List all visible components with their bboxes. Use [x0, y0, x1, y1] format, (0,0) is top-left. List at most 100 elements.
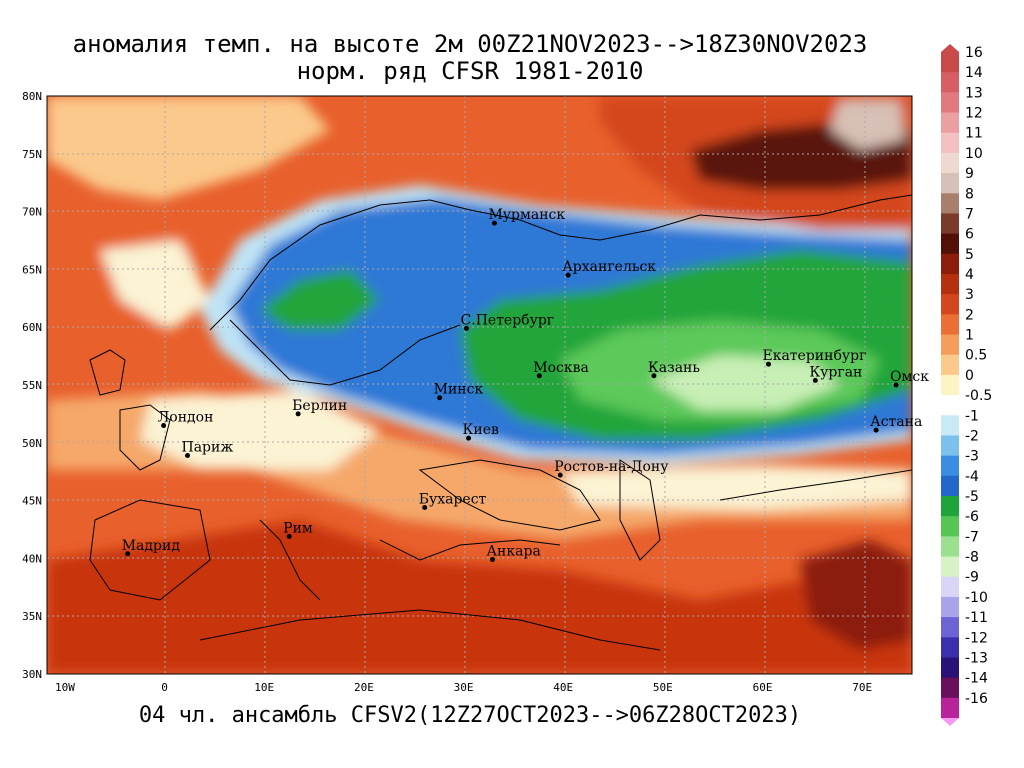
city-label: Архангельск [562, 259, 656, 275]
legend-label: 0 [965, 368, 974, 384]
legend-label: 7 [965, 206, 974, 222]
city-dot [161, 422, 167, 428]
city-label: Бухарест [419, 492, 487, 508]
city-dot [557, 472, 563, 478]
city-dot [286, 533, 292, 539]
legend-swatch [941, 415, 959, 436]
legend-label: 1 [965, 328, 974, 344]
lon-label: 50E [653, 681, 673, 694]
lon-label: 10W [55, 681, 75, 694]
lat-label: 65N [22, 263, 42, 276]
lat-label: 35N [22, 610, 42, 623]
legend-label: 0.5 [965, 348, 987, 364]
cold-green-pale [650, 355, 840, 410]
legend-label: 11 [965, 126, 983, 142]
legend-bottom-arrow [941, 718, 959, 726]
city-dot [466, 435, 472, 441]
city-dot [893, 382, 899, 388]
legend-label: 16 [965, 45, 983, 61]
legend-label: -16 [965, 691, 988, 707]
lat-label: 60N [22, 321, 42, 334]
lat-label: 70N [22, 206, 42, 219]
lon-label: 30E [454, 681, 474, 694]
city-label: Берлин [292, 398, 347, 414]
ensemble-footer: 04 чл. ансамбль CFSV2(12Z27OCT2023-->06Z… [138, 703, 802, 728]
city-dot [295, 411, 301, 417]
anomaly-field [47, 96, 912, 674]
city-label: Рим [283, 520, 313, 536]
lon-label: 60E [753, 681, 773, 694]
legend-swatch [941, 435, 959, 457]
city-label: Париж [182, 440, 234, 456]
legend-label: -4 [965, 469, 979, 485]
city-label: Анкара [486, 544, 540, 560]
city-label: Казань [648, 360, 700, 376]
lon-label: 10E [254, 681, 274, 694]
legend-swatch [941, 576, 959, 598]
city-label: Лондон [158, 409, 214, 425]
lat-label: 30N [22, 668, 42, 681]
legend-label: -1 [965, 408, 979, 424]
legend-swatch [941, 112, 959, 134]
lon-label: 20E [354, 681, 374, 694]
atlantic-pale [100, 240, 210, 330]
color-legend: 16 14 13 12 11 10 9 8 7 6 5 4 3 2 1 0.5 0 -0.5 -1 -2 -3 -4 -5 -… [941, 44, 992, 726]
city-dot [437, 395, 443, 401]
legend-label: 10 [965, 146, 983, 162]
legend-label: 5 [965, 247, 974, 263]
legend-label: -10 [965, 590, 988, 606]
city-dot [651, 373, 657, 379]
legend-top-arrow [941, 44, 959, 52]
city-label: Мурманск [488, 207, 565, 223]
legend-swatch [941, 152, 959, 174]
city-label: Минск [434, 382, 484, 398]
legend-swatch [941, 516, 959, 537]
legend-swatch [941, 132, 959, 154]
city-dot [873, 427, 879, 433]
legend-label: -13 [965, 650, 988, 666]
neutral-zone-north [47, 96, 330, 200]
legend-swatch [941, 617, 959, 638]
city-dot [812, 377, 818, 383]
lat-label: 40N [22, 552, 42, 565]
coastlines [89, 194, 912, 651]
legend-swatch [941, 314, 959, 336]
lat-label: 75N [22, 148, 42, 161]
legend-label: -14 [965, 671, 988, 687]
lon-label: 40E [553, 681, 573, 694]
city-dot [536, 373, 542, 379]
legend-label: -11 [965, 610, 988, 626]
city-label: Екатеринбург [762, 348, 866, 364]
city-label: Астана [870, 414, 922, 430]
legend-swatch [941, 496, 959, 517]
legend-label: -3 [965, 449, 979, 465]
legend-label: -6 [965, 509, 979, 525]
legend-swatch [941, 233, 959, 255]
legend-label: 14 [965, 65, 983, 81]
legend-swatch [941, 596, 959, 618]
legend-label: 8 [965, 186, 974, 202]
legend-swatch [941, 253, 959, 275]
legend-swatch [941, 193, 959, 214]
legend-label: -9 [965, 570, 979, 586]
lat-label: 45N [22, 495, 42, 508]
city-label: Москва [533, 360, 589, 376]
lat-label: 80N [22, 90, 42, 103]
city-dot [489, 557, 495, 563]
lat-label: 55N [22, 379, 42, 392]
lat-label: 50N [22, 437, 42, 450]
arctic-pale-patch [830, 100, 905, 150]
city-label: Мадрид [122, 538, 181, 554]
legend-label: -0.5 [965, 388, 992, 404]
legend-swatch [941, 274, 959, 295]
legend-swatch [941, 657, 959, 679]
legend-swatch [941, 72, 959, 93]
map-frame [46, 95, 913, 675]
legend-swatch [941, 455, 959, 477]
legend-label: 6 [965, 227, 974, 243]
legend-swatch [941, 637, 959, 658]
legend-swatch [941, 334, 959, 356]
legend-swatch [941, 92, 959, 114]
neutral-zone-central [140, 390, 380, 470]
